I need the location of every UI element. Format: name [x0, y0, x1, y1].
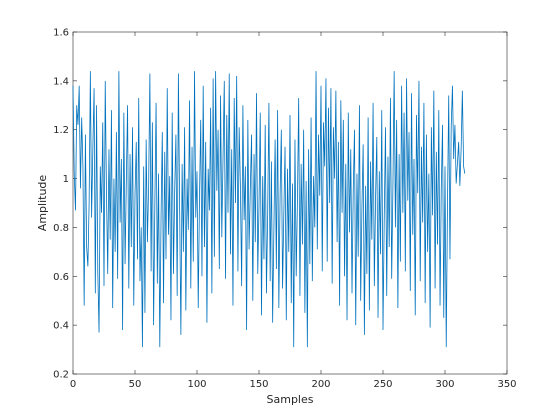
y-tick-label: 1.6 [53, 28, 69, 39]
x-tick-label: 0 [70, 379, 76, 390]
x-tick-label: 150 [249, 379, 268, 390]
x-axis: 0 50 100 150 200 250 300 350 [70, 32, 517, 390]
y-tick-label: 1.4 [53, 76, 69, 87]
x-tick-label: 100 [187, 379, 206, 390]
y-tick-label: 0.2 [53, 370, 69, 381]
y-tick-label: 0.4 [53, 321, 69, 332]
x-tick-label: 50 [129, 379, 142, 390]
y-axis: 0.2 0.4 0.6 0.8 1 1.2 1.4 1.6 [53, 28, 507, 381]
x-axis-label: Samples [267, 393, 314, 406]
y-tick-label: 1.2 [53, 125, 69, 136]
y-tick-label: 0.6 [53, 272, 69, 283]
y-tick-label: 0.8 [53, 223, 69, 234]
x-tick-label: 300 [435, 379, 454, 390]
x-tick-label: 200 [311, 379, 330, 390]
x-tick-label: 250 [373, 379, 392, 390]
x-tick-label: 350 [497, 379, 516, 390]
series-line [72, 71, 466, 348]
y-axis-label: Amplitude [36, 175, 49, 232]
y-tick-label: 1 [63, 174, 69, 185]
